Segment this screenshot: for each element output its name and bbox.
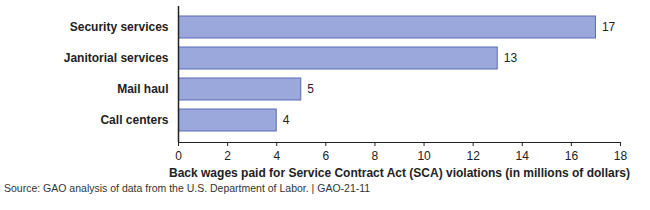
svg-text:17: 17 [602, 20, 616, 34]
svg-text:4: 4 [283, 113, 290, 127]
svg-text:13: 13 [504, 51, 518, 65]
svg-text:5: 5 [307, 82, 314, 96]
svg-text:0: 0 [175, 149, 182, 163]
svg-text:16: 16 [565, 149, 579, 163]
svg-text:12: 12 [466, 149, 480, 163]
svg-text:10: 10 [417, 149, 431, 163]
svg-text:Back wages paid for Service Co: Back wages paid for Service Contract Act… [169, 166, 630, 180]
svg-text:6: 6 [322, 149, 329, 163]
svg-text:Janitorial services: Janitorial services [64, 51, 169, 65]
svg-text:Mail haul: Mail haul [117, 82, 168, 96]
svg-text:8: 8 [372, 149, 379, 163]
svg-text:Call centers: Call centers [100, 113, 168, 127]
svg-text:18: 18 [614, 149, 628, 163]
svg-text:Security services: Security services [70, 20, 169, 34]
svg-text:14: 14 [516, 149, 530, 163]
html-text:Source: GAO analysis of data f: Source: GAO analysis of data from the U.… [4, 182, 371, 194]
svg-text:4: 4 [273, 149, 280, 163]
svg-text:2: 2 [224, 149, 231, 163]
